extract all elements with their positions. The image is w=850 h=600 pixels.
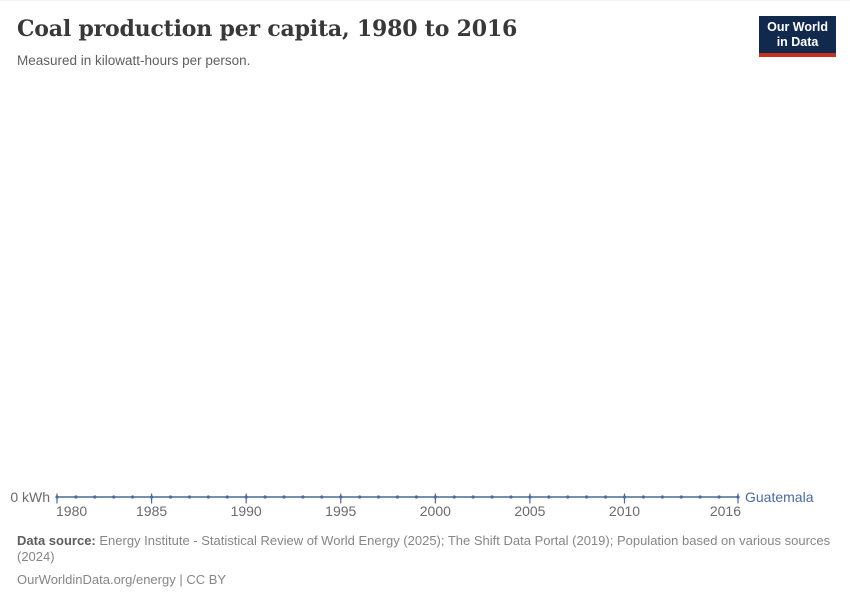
- data-point-marker: [660, 495, 664, 499]
- data-point-marker: [74, 495, 78, 499]
- data-point-marker: [452, 495, 456, 499]
- data-point-marker: [471, 495, 475, 499]
- x-axis-tick-label: 2010: [609, 503, 640, 519]
- data-point-marker: [149, 495, 154, 499]
- data-point-marker: [263, 495, 267, 499]
- owid-license-link[interactable]: OurWorldinData.org/energy | CC BY: [17, 572, 227, 587]
- data-point-marker: [395, 495, 400, 499]
- owid-logo-line2: in Data: [776, 34, 819, 49]
- data-point-marker: [585, 495, 589, 499]
- data-point-marker: [131, 495, 135, 499]
- data-point-marker: [622, 495, 627, 499]
- owid-logo-line1: Our World: [767, 20, 828, 34]
- data-point-marker: [490, 495, 494, 499]
- data-point-marker: [376, 495, 381, 499]
- data-point-marker: [603, 495, 608, 499]
- data-source-label: Data source:: [17, 533, 96, 548]
- x-axis-tick-label: 1995: [325, 503, 356, 519]
- data-point-marker: [528, 495, 532, 499]
- data-point-marker: [717, 495, 721, 499]
- data-point-marker: [225, 495, 229, 499]
- x-axis-tick-label: 2000: [420, 503, 451, 519]
- data-point-marker: [244, 495, 248, 499]
- data-point-marker: [320, 495, 324, 499]
- data-point-marker: [414, 495, 419, 499]
- data-point-marker: [282, 495, 286, 499]
- data-point-marker: [187, 495, 192, 499]
- data-point-marker: [301, 495, 305, 499]
- chart-title: Coal production per capita, 1980 to 2016: [17, 16, 518, 42]
- chart-subtitle: Measured in kilowatt-hours per person.: [17, 53, 251, 68]
- data-point-marker: [566, 495, 570, 499]
- data-source-line: Data source: Energy Institute - Statisti…: [17, 533, 831, 564]
- data-point-marker: [206, 495, 210, 499]
- owid-logo[interactable]: Our World in Data: [759, 16, 836, 57]
- x-axis-tick-label: 1990: [231, 503, 262, 519]
- chart-footer: Data source: Energy Institute - Statisti…: [17, 533, 831, 588]
- timeline-axis-chart: 0 kWh 1980 1985 1990 1995 2000 2005 2010 2016Gua…: [10, 489, 814, 519]
- data-point-marker: [55, 495, 59, 499]
- data-point-marker: [547, 495, 551, 499]
- y-axis-tick-label: 0 kWh: [10, 489, 50, 505]
- entity-label[interactable]: Guatemala: [745, 489, 814, 505]
- data-source-text: Energy Institute - Statistical Review of…: [17, 533, 831, 564]
- data-point-marker: [698, 495, 702, 499]
- data-point-marker: [339, 495, 343, 499]
- data-point-marker: [509, 495, 513, 499]
- data-point-marker: [736, 495, 740, 499]
- x-axis-tick-label: 2005: [514, 503, 545, 519]
- data-point-marker: [433, 495, 437, 499]
- data-point-marker: [679, 495, 683, 499]
- data-point-marker: [93, 495, 97, 499]
- data-point-marker: [641, 495, 646, 499]
- data-point-marker: [358, 495, 362, 499]
- x-axis-tick-label: 2016: [710, 503, 741, 519]
- x-axis-tick-label: 1980: [56, 503, 87, 519]
- data-point-marker: [168, 495, 173, 499]
- x-axis-tick-label: 1985: [136, 503, 167, 519]
- data-point-marker: [112, 495, 116, 499]
